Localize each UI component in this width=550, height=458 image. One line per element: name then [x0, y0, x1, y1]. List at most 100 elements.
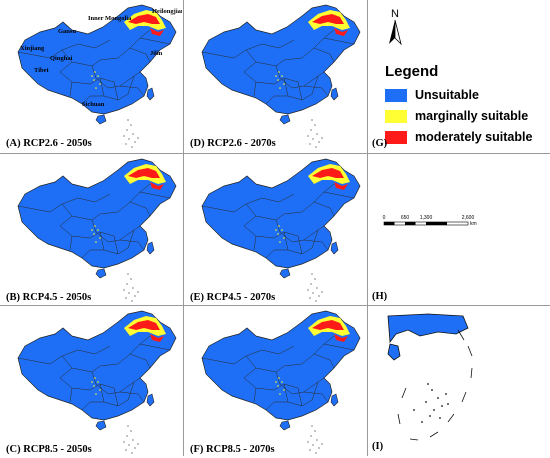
marginal-spot	[283, 237, 285, 239]
grid-divider	[367, 0, 368, 456]
china-map: Heilongjiang Inner Mongolia Gansu Xinjiang Q…	[17, 4, 182, 148]
marginal-spot	[279, 87, 281, 89]
province-border	[253, 235, 257, 251]
province-border	[61, 345, 111, 357]
moderate-zone	[150, 28, 164, 36]
province-border	[243, 71, 299, 85]
island-dot	[318, 141, 320, 143]
island-dot	[127, 119, 129, 121]
province-border	[323, 191, 355, 199]
island-dot	[125, 449, 127, 451]
province-border	[297, 235, 303, 255]
china-map	[17, 158, 177, 302]
island-dot	[307, 289, 309, 291]
marginal-spot	[277, 79, 279, 81]
province-border	[69, 387, 73, 403]
marginal-spot	[277, 233, 279, 235]
island-dot	[127, 425, 129, 427]
island-dot	[123, 441, 125, 443]
island-dot	[318, 295, 320, 297]
grid-divider	[0, 305, 550, 306]
province-border	[245, 39, 295, 51]
china-mainland	[17, 4, 177, 115]
marginal-spot	[95, 241, 97, 243]
legend-item-unsuitable: Unsuitable	[385, 88, 479, 102]
panel-label: (G)	[372, 138, 388, 149]
province-border	[243, 225, 299, 239]
inset-panel	[368, 306, 550, 456]
island-dot	[310, 283, 312, 285]
china-mainland	[201, 158, 361, 269]
province-border	[275, 219, 325, 243]
island-dot	[123, 135, 125, 137]
island-dot	[131, 146, 133, 148]
province-border	[81, 95, 104, 105]
province-border	[245, 193, 295, 205]
moderate-zone	[128, 14, 160, 24]
map-panel-f: (F) RCP8.5 - 2070s	[184, 306, 366, 458]
marginal-spot	[275, 381, 277, 383]
island-dot	[321, 291, 323, 293]
province-border	[59, 225, 115, 239]
island-dot	[314, 124, 316, 126]
island-dot	[309, 449, 311, 451]
island-dot	[131, 300, 133, 302]
taiwan-island	[330, 241, 339, 255]
marginal-spot	[275, 75, 277, 77]
island-dot	[312, 138, 314, 140]
province-border	[297, 81, 303, 101]
suitability-zone	[308, 316, 350, 342]
place-name: Xinjiang	[20, 45, 45, 52]
marginal-spot	[93, 385, 95, 387]
island-dot	[316, 287, 318, 289]
grid-divider	[0, 153, 550, 154]
panel-label: (I)	[372, 441, 384, 452]
legend-label: Unsuitable	[415, 88, 479, 102]
province-border	[243, 377, 299, 391]
province-border	[265, 95, 288, 105]
island-dot	[130, 430, 132, 432]
province-border	[265, 401, 288, 411]
moderate-zone	[312, 168, 344, 178]
island-dot	[309, 143, 311, 145]
moderate-zone	[334, 182, 348, 190]
panel-label: (E) RCP4.5 - 2070s	[190, 292, 276, 303]
panel-label: (H)	[372, 291, 388, 302]
moderate-zone	[334, 28, 348, 36]
island-dot	[132, 439, 134, 441]
place-name: Gansu	[58, 28, 76, 35]
marginal-spot	[99, 389, 101, 391]
panel-label: (C) RCP8.5 - 2050s	[6, 444, 92, 455]
province-border	[91, 219, 141, 243]
legend-label: marginally suitable	[415, 109, 529, 123]
province-border	[253, 81, 257, 97]
hainan-island	[95, 114, 107, 125]
marginal-spot	[95, 87, 97, 89]
china-mainland	[201, 310, 361, 421]
legend-swatch	[385, 130, 407, 144]
moderate-zone	[150, 334, 164, 342]
marginal-spot	[94, 377, 96, 379]
province-border	[113, 387, 119, 407]
marginal-spot	[97, 75, 99, 77]
province-border	[91, 371, 141, 395]
island-dot	[307, 441, 309, 443]
marginal-spot	[91, 381, 93, 383]
island-dot	[315, 452, 317, 454]
province-border	[139, 37, 171, 45]
place-name: Sichuan	[82, 101, 105, 108]
legend-title: Legend	[385, 63, 439, 80]
island-dot	[316, 133, 318, 135]
moderate-zone	[334, 334, 348, 342]
province-border	[313, 201, 335, 217]
marginal-spot	[278, 377, 280, 379]
island-dot	[130, 278, 132, 280]
province-border	[313, 353, 335, 369]
panel-label: (F) RCP8.5 - 2070s	[190, 444, 275, 455]
province-border	[61, 39, 111, 51]
island-dot	[311, 273, 313, 275]
moderate-zone	[312, 14, 344, 24]
island-dot	[126, 435, 128, 437]
marginal-spot	[94, 225, 96, 227]
province-border	[139, 343, 171, 351]
